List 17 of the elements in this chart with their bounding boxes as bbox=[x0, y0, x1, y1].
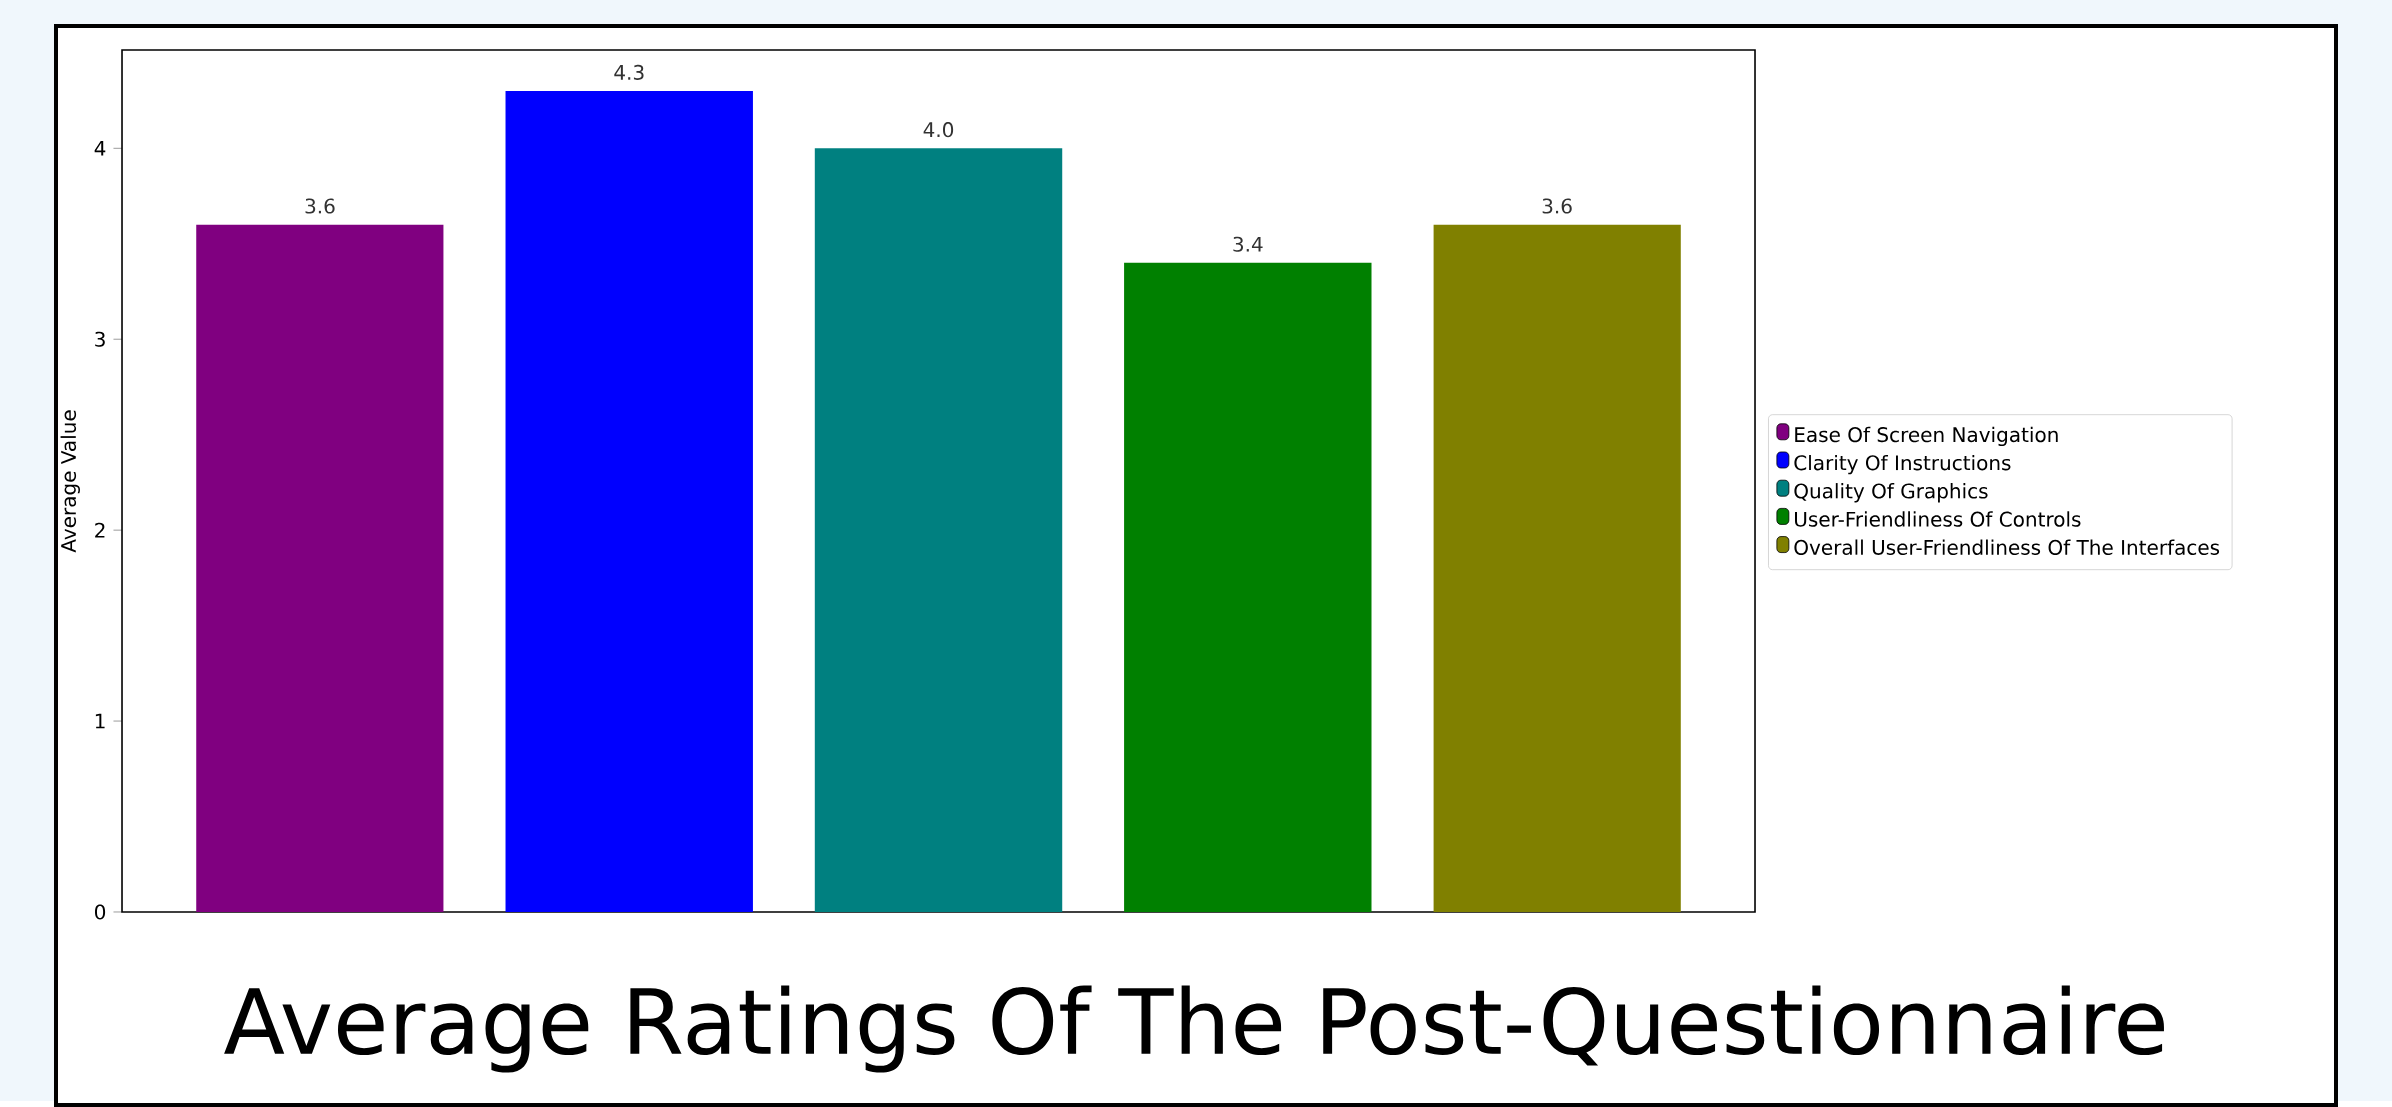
data-label: 3.6 bbox=[1542, 198, 1572, 214]
y-tick-label: 3 bbox=[95, 331, 105, 347]
y-tick-label: 4 bbox=[94, 141, 106, 156]
data-label: 3.6 bbox=[305, 198, 335, 214]
y-axis-title: Average Value bbox=[60, 410, 80, 553]
data-label: 3.4 bbox=[1233, 236, 1263, 252]
data-label: 4.0 bbox=[923, 122, 954, 138]
legend-label: Ease Of Screen Navigation bbox=[1795, 426, 2058, 447]
legend-label: User-Friendliness Of Controls bbox=[1795, 511, 2081, 527]
y-tick-label: 2 bbox=[95, 522, 105, 538]
text: Average Ratings Of The Post-Questionnaire bbox=[224, 985, 2164, 1073]
legend-label: Clarity Of Instructions bbox=[1794, 454, 2011, 475]
legend-label: Quality Of Graphics bbox=[1794, 483, 1988, 503]
legend-label: Overall User-Friendliness Of The Interfaces bbox=[1794, 539, 2220, 555]
y-tick-label: 1 bbox=[95, 713, 105, 729]
data-label: 4.3 bbox=[614, 64, 644, 80]
y-tick-label: 0 bbox=[95, 904, 106, 920]
